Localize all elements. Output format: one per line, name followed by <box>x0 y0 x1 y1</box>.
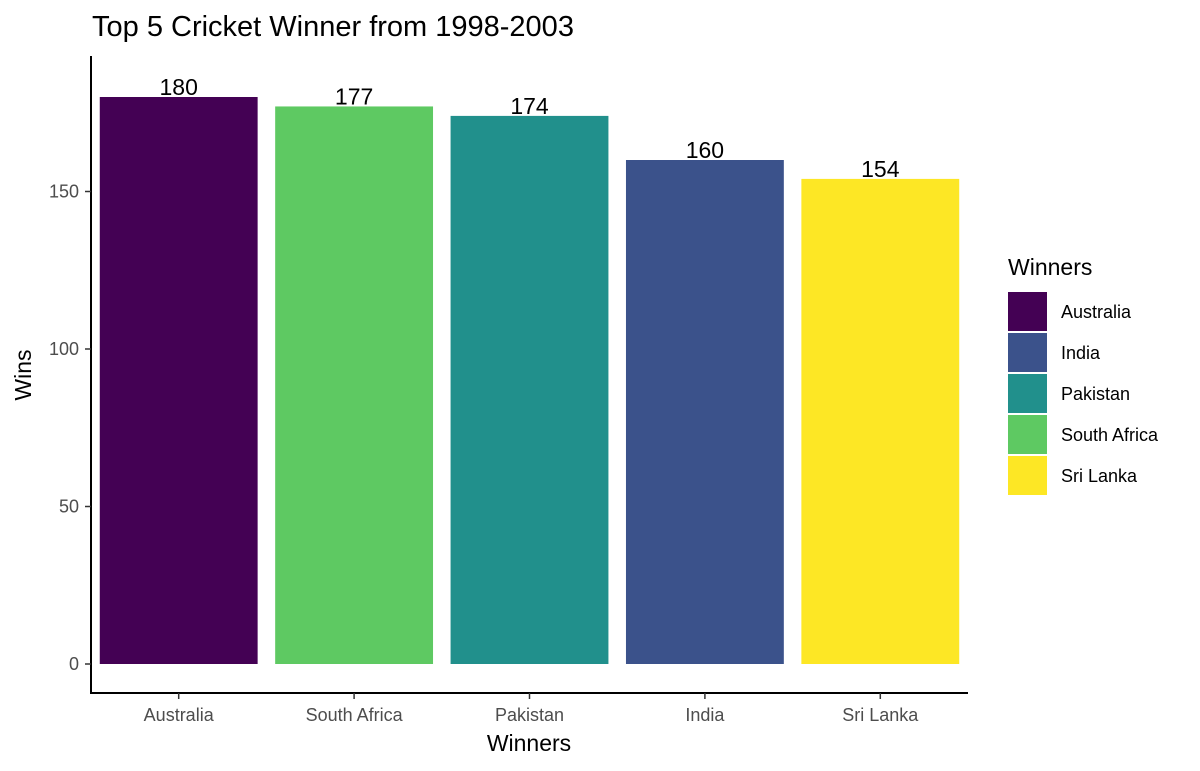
legend-title: Winners <box>1008 254 1092 280</box>
data-label-australia: 180 <box>160 74 198 100</box>
data-label-pakistan: 174 <box>510 93 549 119</box>
legend: Winners Australia India Pakistan South Afri… <box>1008 254 1159 495</box>
data-label-south-africa: 177 <box>335 83 373 109</box>
legend-label-sri-lanka: Sri Lanka <box>1061 466 1138 486</box>
data-labels-layer: 180 177 174 160 154 <box>160 74 900 182</box>
legend-label-south-africa: South Africa <box>1061 425 1159 445</box>
x-ticks-layer: Australia South Africa Pakistan India Sri La… <box>144 693 919 725</box>
y-tick-label-0: 0 <box>69 654 79 674</box>
bar-india <box>625 160 784 664</box>
bar-sri-lanka <box>801 178 960 664</box>
legend-swatch-india <box>1008 333 1047 372</box>
y-tick-label-150: 150 <box>49 182 79 202</box>
data-label-india: 160 <box>686 137 724 163</box>
bar-pakistan <box>450 115 609 664</box>
chart-title: Top 5 Cricket Winner from 1998-2003 <box>92 11 574 43</box>
legend-swatch-south-africa <box>1008 415 1047 454</box>
legend-label-australia: Australia <box>1061 302 1132 322</box>
x-tick-label-pakistan: Pakistan <box>495 705 564 725</box>
x-tick-label-south-africa: South Africa <box>306 705 404 725</box>
legend-items: Australia India Pakistan South Africa Sri La… <box>1008 292 1159 495</box>
bars-layer <box>99 97 960 664</box>
legend-label-india: India <box>1061 343 1101 363</box>
x-axis-title: Winners <box>487 730 571 756</box>
legend-swatch-sri-lanka <box>1008 456 1047 495</box>
legend-label-pakistan: Pakistan <box>1061 384 1130 404</box>
legend-swatch-australia <box>1008 292 1047 331</box>
data-label-sri-lanka: 154 <box>861 156 900 182</box>
y-tick-label-50: 50 <box>59 497 79 517</box>
x-tick-label-india: India <box>685 705 725 725</box>
y-ticks-layer: 0 50 100 150 <box>49 182 91 674</box>
legend-swatch-pakistan <box>1008 374 1047 413</box>
x-tick-label-sri-lanka: Sri Lanka <box>842 705 919 725</box>
bar-south-africa <box>275 106 434 664</box>
bar-australia <box>99 97 258 664</box>
y-tick-label-100: 100 <box>49 339 79 359</box>
x-tick-label-australia: Australia <box>144 705 215 725</box>
y-axis-title: Wins <box>10 349 36 400</box>
